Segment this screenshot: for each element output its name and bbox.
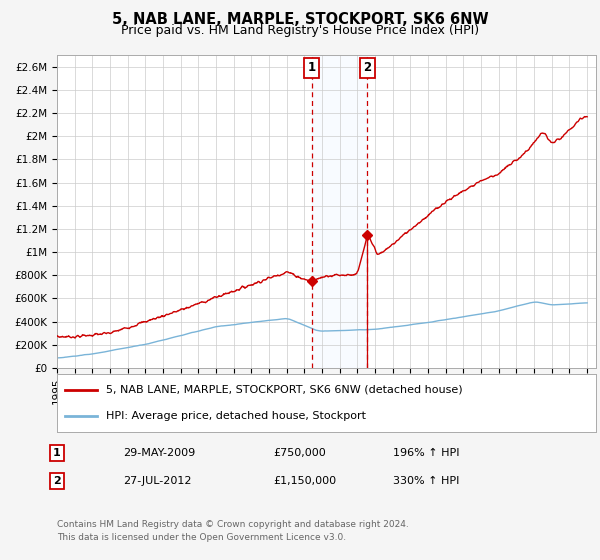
Bar (311, 55, 367, 368)
Text: Price paid vs. HM Land Registry's House Price Index (HPI): Price paid vs. HM Land Registry's House … (121, 24, 479, 36)
Text: 196% ↑ HPI: 196% ↑ HPI (393, 448, 460, 458)
Text: 2: 2 (363, 61, 371, 74)
Text: 27-JUL-2012: 27-JUL-2012 (123, 476, 191, 486)
Text: 29-MAY-2009: 29-MAY-2009 (123, 448, 195, 458)
Text: 5, NAB LANE, MARPLE, STOCKPORT, SK6 6NW (detached house): 5, NAB LANE, MARPLE, STOCKPORT, SK6 6NW … (106, 385, 462, 395)
Text: 330% ↑ HPI: 330% ↑ HPI (393, 476, 460, 486)
Text: 5, NAB LANE, MARPLE, STOCKPORT, SK6 6NW: 5, NAB LANE, MARPLE, STOCKPORT, SK6 6NW (112, 12, 488, 27)
Text: £1,150,000: £1,150,000 (273, 476, 336, 486)
Text: HPI: Average price, detached house, Stockport: HPI: Average price, detached house, Stoc… (106, 412, 365, 421)
Text: 2: 2 (53, 476, 61, 486)
Text: Contains HM Land Registry data © Crown copyright and database right 2024.: Contains HM Land Registry data © Crown c… (57, 520, 409, 529)
Text: 1: 1 (53, 448, 61, 458)
Text: This data is licensed under the Open Government Licence v3.0.: This data is licensed under the Open Gov… (57, 533, 346, 542)
Text: £750,000: £750,000 (273, 448, 326, 458)
Text: 1: 1 (308, 61, 316, 74)
